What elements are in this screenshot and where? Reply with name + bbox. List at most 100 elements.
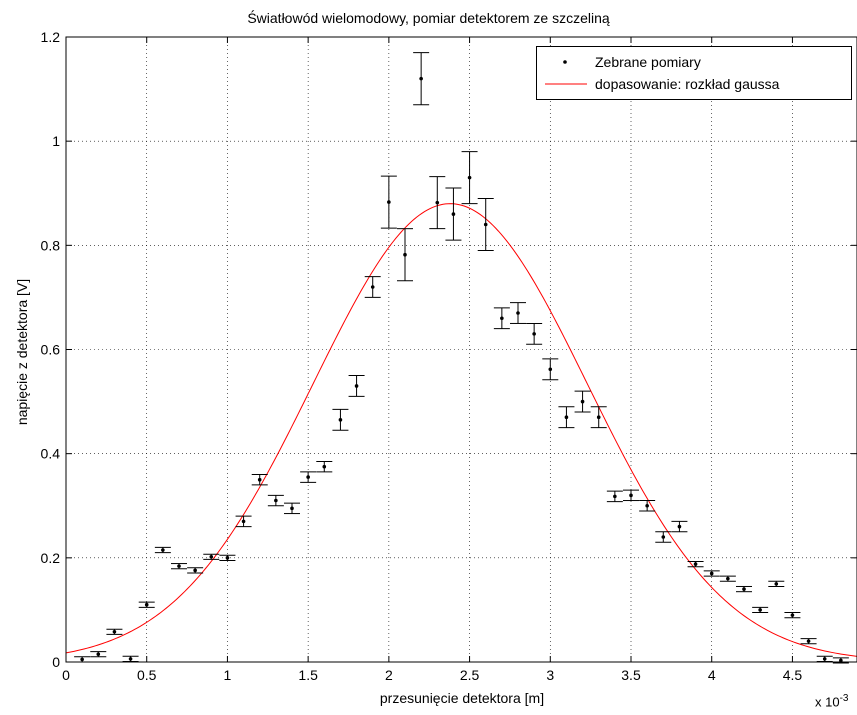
data-point (154, 546, 171, 554)
data-point (364, 276, 381, 298)
data-point (542, 358, 559, 381)
data-point-marker (645, 503, 649, 508)
legend-label-points: Zebrane pomiary (595, 54, 701, 70)
x-tick-label: 2 (385, 667, 393, 683)
data-point-marker (580, 399, 585, 404)
x-axis-label: przesunięcie detektora [m] (379, 690, 545, 706)
data-point (413, 52, 430, 106)
data-point (235, 515, 252, 528)
data-point (380, 175, 397, 229)
data-point-marker (564, 415, 569, 420)
data-point (816, 655, 833, 662)
data-point-marker (290, 506, 294, 511)
x-tick-label: 3 (546, 667, 554, 683)
data-point (90, 651, 107, 658)
data-point-marker (403, 252, 407, 257)
data-point-marker (822, 657, 827, 661)
x-tick-label: 2.5 (460, 667, 480, 683)
data-point (397, 228, 413, 282)
x-tick-label: 0 (62, 667, 70, 683)
data-point (655, 531, 672, 543)
data-point-marker (435, 200, 440, 205)
data-point (138, 601, 155, 608)
data-point-marker (128, 657, 133, 661)
y-tick-label: 0.8 (41, 237, 61, 253)
data-point-marker (306, 475, 310, 479)
data-point (445, 187, 462, 241)
data-point (719, 575, 736, 582)
data-point-marker (241, 519, 246, 524)
data-point-marker (177, 564, 181, 568)
data-point-marker (774, 582, 779, 586)
data-point-marker (726, 576, 730, 581)
y-axis-label: napięcie z detektora [V] (14, 278, 30, 426)
y-tick-label: 0 (52, 654, 60, 670)
legend-point-symbol (563, 60, 567, 64)
data-point (800, 638, 817, 645)
data-point (203, 553, 220, 560)
data-point (171, 563, 187, 570)
data-point-marker (500, 316, 504, 321)
data-point (477, 197, 494, 252)
data-point (703, 570, 720, 577)
data-point-marker (596, 415, 601, 420)
tick-layer: 0 0.5 1 1.5 2 2.5 3 3.5 4 4.5 0 0.2 0.4 0.6 0.8 1 1.2 (41, 29, 857, 683)
data-point-marker (516, 311, 520, 315)
data-point (752, 606, 769, 614)
data-point-marker (693, 562, 698, 566)
data-point-marker (161, 548, 165, 552)
data-point (284, 502, 300, 515)
data-point-marker (661, 535, 666, 539)
data-point-marker (742, 587, 746, 591)
data-point (623, 489, 639, 502)
x-axis-multiplier-exponent: -3 (839, 693, 849, 704)
data-point (332, 408, 349, 431)
data-point-marker (790, 613, 795, 617)
legend-item-points: Zebrane pomiary (537, 52, 851, 72)
grid-layer (66, 37, 857, 662)
data-point-marker (758, 608, 762, 612)
data-point-marker (193, 568, 197, 573)
data-point (187, 567, 204, 574)
y-tick-label: 0.2 (41, 550, 61, 566)
data-point (768, 580, 785, 587)
data-point-marker (322, 464, 327, 469)
legend-label-fit: dopasowanie: rozkład gaussa (595, 76, 780, 92)
data-point (106, 628, 123, 635)
x-tick-label: 3.5 (621, 667, 641, 683)
data-point (510, 302, 526, 324)
data-point-marker (112, 629, 117, 634)
data-point (251, 474, 268, 486)
data-point-marker (257, 477, 262, 482)
data-point-marker (839, 658, 843, 663)
data-point (736, 585, 752, 593)
data-point-marker (613, 494, 617, 499)
data-point (784, 612, 801, 619)
x-tick-label: 1 (224, 667, 232, 683)
legend-line-symbol (545, 83, 587, 85)
data-point-marker (629, 493, 633, 498)
data-point-marker (419, 76, 423, 81)
data-point (558, 406, 575, 429)
data-point-marker (144, 602, 149, 607)
data-point-marker (548, 367, 553, 372)
fit-layer (65, 203, 857, 657)
data-point (590, 406, 607, 429)
data-point-marker (467, 175, 472, 180)
data-point (671, 520, 688, 533)
data-point (832, 657, 849, 664)
data-point-marker (80, 657, 84, 662)
data-point (348, 375, 365, 397)
data-point-marker (338, 418, 343, 422)
data-point (606, 490, 623, 503)
x-tick-label: 4 (708, 667, 716, 683)
data-point-marker (709, 571, 714, 576)
y-tick-label: 0.4 (41, 446, 61, 462)
data-point-marker (370, 285, 375, 289)
data-point (74, 656, 91, 663)
y-tick-label: 0.6 (41, 342, 61, 358)
data-point (526, 322, 543, 345)
data-point (429, 176, 446, 230)
x-axis-multiplier: x 10-3 (815, 693, 848, 709)
